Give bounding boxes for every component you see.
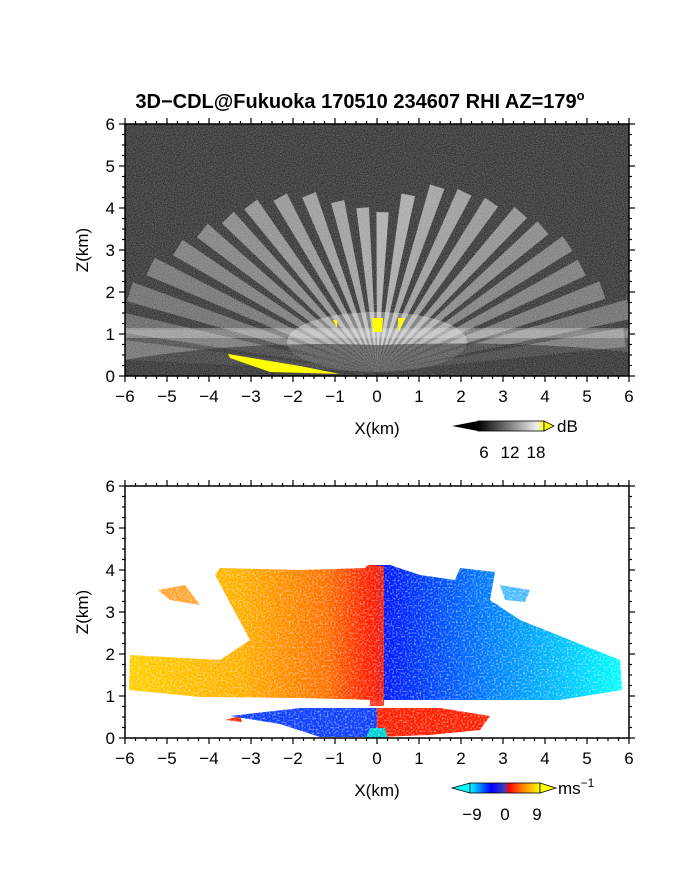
reflectivity-x-tick-label: −1 — [325, 387, 344, 406]
figure-title: 3D−CDL@Fukuoka 170510 234607 RHI AZ=179o — [135, 88, 584, 113]
velocity-colorbar-unit: ms−1 — [558, 776, 595, 798]
velocity-x-tick-label: 5 — [582, 749, 591, 768]
velocity-x-tick-label: 6 — [624, 749, 633, 768]
reflectivity-x-tick-label: 4 — [540, 387, 549, 406]
reflectivity-colorbar-tick: 18 — [527, 443, 546, 462]
reflectivity-colorbar-tick: 6 — [479, 443, 488, 462]
reflectivity-axes: −6 −5 −4 −3 −2 −1 0 1 2 3 4 5 6 0 1 2 3 4 5 6 — [106, 115, 635, 406]
reflectivity-x-tick-label: 3 — [498, 387, 507, 406]
velocity-y-tick-label: 4 — [106, 561, 115, 580]
reflectivity-y-tick-label: 2 — [106, 283, 115, 302]
velocity-y-tick-label: 3 — [106, 603, 115, 622]
velocity-colorbar: ms−1 −9 0 9 — [450, 776, 595, 824]
velocity-x-tick-label: 1 — [414, 749, 423, 768]
reflectivity-x-tick-label: −4 — [199, 387, 218, 406]
reflectivity-x-tick-label: −3 — [241, 387, 260, 406]
reflectivity-y-tick-label: 0 — [106, 367, 115, 386]
velocity-y-label: Z(km) — [73, 590, 92, 634]
reflectivity-field — [125, 124, 629, 376]
reflectivity-x-tick-label: 1 — [414, 387, 423, 406]
reflectivity-y-label: Z(km) — [73, 228, 92, 272]
velocity-axes: −6 −5 −4 −3 −2 −1 0 1 2 3 4 5 6 0 1 2 3 4 5 6 — [106, 477, 635, 768]
velocity-x-tick-label: −3 — [241, 749, 260, 768]
saturation-band — [228, 354, 340, 374]
velocity-x-label: X(km) — [354, 781, 399, 800]
velocity-x-tick-label: 3 — [498, 749, 507, 768]
velocity-y-tick-label: 2 — [106, 645, 115, 664]
reflectivity-y-tick-label: 4 — [106, 199, 115, 218]
reflectivity-x-tick-label: 2 — [456, 387, 465, 406]
velocity-x-tick-label: 0 — [372, 749, 381, 768]
reflectivity-y-tick-label: 1 — [106, 325, 115, 344]
velocity-x-tick-label: −6 — [115, 749, 134, 768]
reflectivity-x-tick-label: 0 — [372, 387, 381, 406]
reflectivity-colorbar-tick: 12 — [501, 443, 520, 462]
velocity-x-tick-label: −2 — [283, 749, 302, 768]
velocity-x-tick-label: −4 — [199, 749, 218, 768]
velocity-field — [125, 486, 629, 738]
velocity-y-tick-label: 5 — [106, 519, 115, 538]
reflectivity-colorbar: dB 6 12 18 — [452, 417, 578, 462]
velocity-colorbar-tick: 0 — [500, 805, 509, 824]
velocity-y-tick-label: 1 — [106, 687, 115, 706]
velocity-y-tick-label: 6 — [106, 477, 115, 496]
velocity-x-tick-label: 4 — [540, 749, 549, 768]
velocity-x-tick-label: 2 — [456, 749, 465, 768]
velocity-panel: −6 −5 −4 −3 −2 −1 0 1 2 3 4 5 6 0 1 2 3 4 5 6 X(km) Z(km) m… — [73, 477, 635, 824]
reflectivity-x-tick-label: 6 — [624, 387, 633, 406]
velocity-x-tick-label: −5 — [157, 749, 176, 768]
reflectivity-y-tick-label: 6 — [106, 115, 115, 134]
velocity-x-tick-label: −1 — [325, 749, 344, 768]
reflectivity-colorbar-unit: dB — [557, 417, 578, 436]
reflectivity-x-label: X(km) — [354, 419, 399, 438]
reflectivity-y-tick-label: 3 — [106, 241, 115, 260]
reflectivity-x-tick-label: −5 — [157, 387, 176, 406]
velocity-colorbar-tick: 9 — [532, 805, 541, 824]
velocity-colorbar-tick: −9 — [462, 805, 481, 824]
reflectivity-x-tick-label: −6 — [115, 387, 134, 406]
reflectivity-y-tick-label: 5 — [106, 157, 115, 176]
velocity-y-tick-label: 0 — [106, 729, 115, 748]
reflectivity-x-tick-label: −2 — [283, 387, 302, 406]
reflectivity-x-tick-label: 5 — [582, 387, 591, 406]
